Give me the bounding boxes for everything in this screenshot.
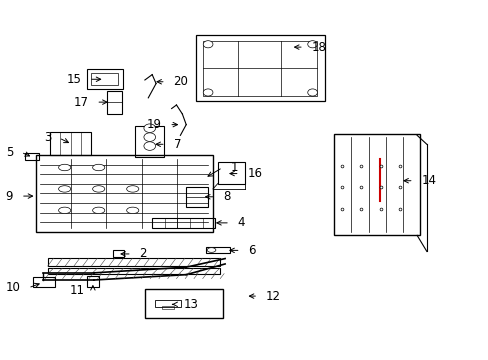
Text: 2: 2 (139, 247, 147, 260)
Circle shape (143, 133, 155, 141)
Bar (144, 289, 222, 318)
Bar (86, 69, 123, 89)
Bar (154, 300, 181, 307)
Ellipse shape (59, 207, 71, 213)
Ellipse shape (59, 186, 71, 192)
Bar (91, 73, 118, 85)
Bar (25, 153, 40, 160)
Text: 12: 12 (265, 289, 281, 303)
Ellipse shape (207, 248, 215, 252)
Text: 20: 20 (173, 75, 188, 88)
Text: 15: 15 (66, 73, 81, 86)
Text: 5: 5 (6, 146, 13, 159)
Text: 9: 9 (6, 190, 13, 203)
Text: 10: 10 (5, 282, 20, 294)
Text: 6: 6 (248, 244, 255, 257)
Circle shape (143, 124, 155, 132)
Circle shape (203, 41, 212, 48)
Circle shape (307, 41, 317, 48)
Text: 14: 14 (421, 174, 436, 187)
Text: 16: 16 (247, 167, 262, 180)
Ellipse shape (92, 164, 104, 171)
Text: 19: 19 (146, 118, 161, 131)
Bar (162, 306, 174, 309)
Bar (205, 247, 229, 253)
Bar (113, 250, 124, 257)
Bar (47, 258, 220, 266)
Circle shape (203, 89, 212, 96)
Ellipse shape (92, 207, 104, 213)
Bar (50, 132, 91, 155)
Ellipse shape (126, 186, 139, 192)
Ellipse shape (126, 207, 139, 213)
Bar (107, 91, 122, 114)
Text: 17: 17 (73, 96, 88, 109)
Circle shape (307, 89, 317, 96)
Bar (196, 35, 324, 102)
Text: 18: 18 (311, 41, 326, 54)
Ellipse shape (92, 186, 104, 192)
Bar (217, 162, 244, 184)
Text: 11: 11 (70, 284, 85, 297)
Ellipse shape (59, 164, 71, 171)
Text: 1: 1 (230, 161, 238, 174)
Text: 7: 7 (173, 138, 181, 151)
Bar (86, 276, 99, 287)
Bar (203, 41, 317, 96)
Bar (334, 134, 419, 235)
Text: 3: 3 (43, 131, 51, 144)
Bar (36, 155, 212, 232)
Text: 8: 8 (223, 190, 230, 203)
Bar (186, 187, 208, 207)
Circle shape (143, 142, 155, 150)
Bar (152, 218, 215, 228)
Text: 4: 4 (237, 216, 245, 229)
Bar (47, 268, 220, 274)
Bar (135, 126, 164, 157)
Text: 13: 13 (183, 298, 198, 311)
Bar (33, 277, 55, 287)
